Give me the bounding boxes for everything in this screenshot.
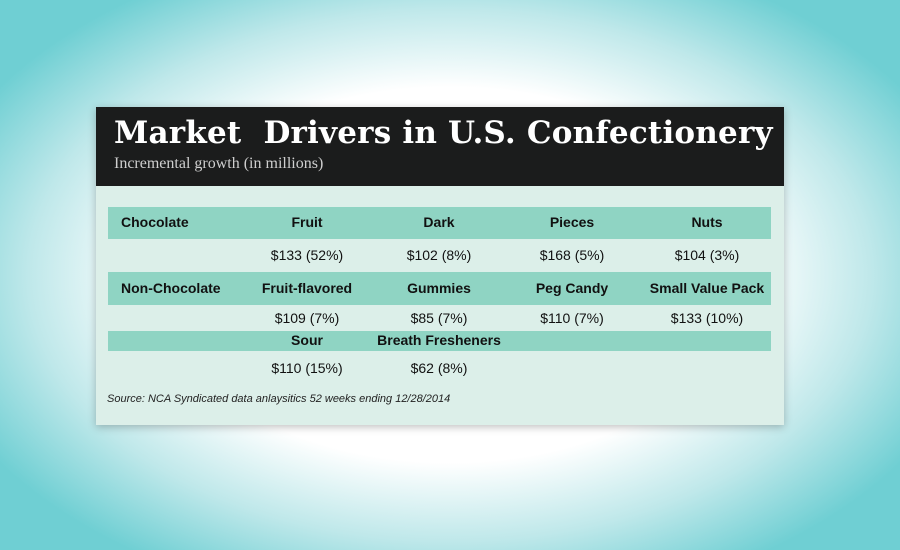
value-cell: $104 (3%) [674, 247, 740, 263]
header-band [108, 331, 771, 351]
column-header: Pieces [549, 214, 595, 230]
column-header: Fruit [291, 214, 323, 230]
title: Market Drivers in U.S. Confectionery [114, 115, 773, 151]
column-header: Sour [291, 332, 323, 348]
value-cell: $62 (8%) [410, 360, 468, 376]
card: Market Drivers in U.S. Confectionery Inc… [96, 107, 784, 425]
column-header: Gummies [407, 279, 471, 296]
column-header: Dark [423, 214, 455, 230]
header-band [108, 207, 771, 239]
column-header: Nuts [691, 214, 723, 230]
header-band [108, 272, 771, 305]
value-cell: $102 (8%) [406, 247, 472, 263]
value-cell: $168 (5%) [539, 247, 605, 263]
row-label: Non-Chocolate [121, 279, 221, 296]
row-label: Chocolate [121, 214, 189, 230]
subtitle: Incremental growth (in millions) [114, 155, 324, 172]
column-header: Peg Candy [535, 279, 609, 296]
header: Market Drivers in U.S. Confectionery Inc… [96, 107, 784, 186]
source-note: Source: NCA Syndicated data anlaysitics … [107, 393, 451, 405]
value-cell: $110 (7%) [540, 310, 604, 326]
value-cell: $110 (15%) [271, 360, 343, 376]
column-header: Fruit-flavored [261, 279, 353, 296]
value-cell: $85 (7%) [410, 310, 468, 326]
value-cell: $133 (52%) [270, 247, 344, 263]
value-cell: $133 (10%) [670, 310, 744, 326]
column-header: Breath Fresheners [377, 332, 501, 348]
column-header: Small Value Pack [649, 279, 765, 296]
value-cell: $109 (7%) [274, 310, 340, 326]
